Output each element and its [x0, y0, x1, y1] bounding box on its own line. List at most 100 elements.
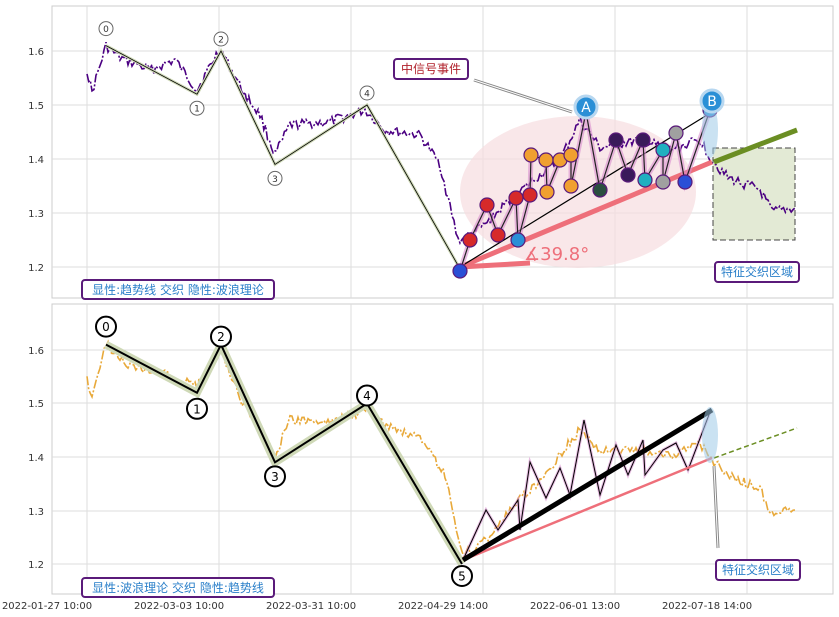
bottom-y-tick-label: 1.5	[28, 399, 44, 410]
bottom-wave-point-label: 1	[193, 402, 201, 416]
bottom-zigzag-line	[462, 411, 711, 561]
bottom-trend-green	[713, 427, 798, 459]
top-wave-line	[105, 45, 463, 273]
bottom-wave-circle	[356, 384, 378, 407]
top-zigzag-marker	[655, 142, 671, 158]
top-y-tick-label: 1.6	[28, 47, 44, 58]
top-zigzag-marker	[523, 147, 539, 163]
top-zigzag-marker	[620, 167, 636, 183]
top-baseline-red	[459, 260, 531, 270]
bottom-wave-circle	[186, 397, 208, 420]
bottom-panel-caption: 显性:波浪理论 交织 隐性:趋势线	[81, 577, 275, 598]
bottom-y-tick-label: 1.2	[28, 560, 44, 571]
bottom-wave-point-label: 3	[271, 470, 279, 484]
bottom-wave-point-marker: 5	[451, 565, 473, 587]
bottom-wave-point-marker: 1	[186, 397, 208, 420]
feature-zone-box	[712, 147, 796, 241]
top-zigzag-marker	[510, 232, 526, 248]
pivot-b-marker: B	[699, 88, 725, 114]
bottom-trend-black	[461, 407, 714, 563]
top-zigzag-marker	[490, 227, 506, 243]
top-wave-point-marker: 4	[359, 85, 375, 101]
top-zigzag-marker	[608, 132, 624, 148]
top-panel-caption: 显性:趋势线 交织 隐性:波浪理论	[81, 279, 275, 300]
top-wave-circle	[267, 170, 283, 186]
bottom-y-tick-label: 1.4	[28, 453, 44, 464]
x-tick-label: 2022-07-18 14:00	[662, 601, 752, 612]
bottom-zone-callout: 特征交织区域	[712, 465, 801, 581]
top-wave-circle	[189, 100, 205, 116]
bottom-wave-line	[105, 342, 463, 565]
top-price-line	[86, 41, 796, 246]
bottom-wave-point-label: 5	[458, 570, 466, 584]
bottom-y-tick-label: 1.3	[28, 507, 44, 518]
top-zigzag-marker	[452, 263, 468, 279]
x-tick-label: 2022-03-03 10:00	[134, 601, 224, 612]
top-zigzag-marker	[637, 172, 653, 188]
top-y-tick-label: 1.5	[28, 101, 44, 112]
bottom-b-glow	[702, 407, 718, 463]
top-wave-point-label: 1	[194, 105, 200, 115]
bottom-trend-red	[462, 456, 713, 562]
bottom-panel-label: 显性:波浪理论 交织 隐性:趋势线	[92, 580, 264, 595]
top-wave-point-label: 3	[272, 175, 278, 185]
signal-callout: 中信号事件	[393, 58, 573, 114]
top-zigzag-marker	[668, 125, 684, 141]
top-wave-point-marker: 3	[267, 170, 283, 186]
top-b-glow	[702, 102, 718, 158]
pivot-a-marker: A	[573, 94, 599, 120]
top-panel-label: 显性:趋势线 交织 隐性:波浪理论	[92, 282, 264, 297]
top-wave-point-label: 0	[103, 25, 109, 35]
top-panel-frame	[51, 5, 834, 299]
top-zigzag-marker	[539, 184, 555, 200]
top-zigzag-marker	[655, 174, 671, 190]
top-y-tick-label: 1.2	[28, 263, 44, 274]
top-wave-point-marker: 2	[213, 31, 229, 47]
bottom-wave-point-marker: 0	[95, 315, 117, 338]
top-wave-point-label: 4	[364, 90, 370, 100]
top-wave-point-label: 2	[218, 36, 224, 46]
top-y-tick-label: 1.3	[28, 209, 44, 220]
top-y-tick-label: 1.4	[28, 155, 44, 166]
top-zigzag-marker	[462, 232, 478, 248]
trend-angle-label: ∡39.8°	[524, 244, 589, 265]
x-tick-label: 2022-03-31 10:00	[266, 601, 356, 612]
bottom-zone-label: 特征交织区域	[722, 562, 794, 577]
bottom-wave-point-label: 4	[363, 389, 371, 403]
bottom-wave-point-marker: 2	[210, 325, 232, 348]
top-zigzag-marker	[677, 174, 693, 190]
x-tick-label: 2022-04-29 14:00	[398, 601, 488, 612]
bottom-y-tick-label: 1.6	[28, 346, 44, 357]
top-zone-label: 特征交织区域	[721, 264, 793, 279]
bottom-wave-point-label: 0	[102, 320, 110, 334]
top-zigzag-marker	[522, 187, 538, 203]
bottom-wave-circle	[95, 315, 117, 338]
top-zigzag-marker	[538, 152, 554, 168]
pivot-b-label: B	[707, 94, 717, 110]
bottom-wave-circle	[264, 465, 286, 488]
top-wave-circle	[213, 31, 229, 47]
top-zigzag-marker	[479, 197, 495, 213]
bottom-wave-point-marker: 4	[356, 384, 378, 407]
bottom-wave-point-marker: 3	[264, 465, 286, 488]
top-zigzag-marker	[592, 182, 608, 198]
bottom-price-line	[86, 339, 796, 560]
bottom-panel-series: 0 1 2 3 4 5	[86, 315, 798, 587]
top-wave-point-marker: 1	[189, 100, 205, 116]
top-wave-point-marker: 0	[98, 21, 114, 37]
top-zone-callout: 特征交织区域	[714, 261, 800, 283]
pivot-a-label: A	[581, 100, 591, 116]
top-zigzag-marker	[508, 190, 524, 206]
bottom-wave-circle	[451, 565, 473, 587]
top-zigzag-marker	[635, 132, 651, 148]
top-wave-circle	[98, 21, 114, 37]
x-tick-label: 2022-01-27 10:00	[2, 601, 92, 612]
top-trend-green	[713, 127, 798, 165]
top-zigzag-marker	[563, 178, 579, 194]
bottom-wave-point-label: 2	[217, 330, 225, 344]
top-wave-circle	[359, 85, 375, 101]
signal-label: 中信号事件	[401, 61, 461, 76]
x-tick-label: 2022-06-01 13:00	[530, 601, 620, 612]
axis-ticks: 1.2 1.3 1.4 1.5 1.6 1.2 1.3 1.4 1.5 1.6 2022-01-27…	[2, 47, 752, 612]
